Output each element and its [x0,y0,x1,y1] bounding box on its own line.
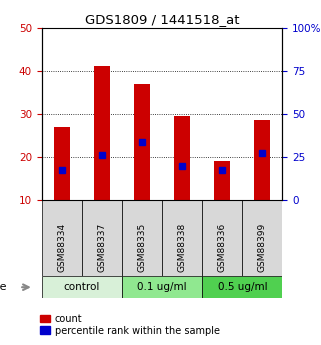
Bar [122,200,162,276]
Text: dose: dose [0,282,6,292]
Bar [94,66,110,200]
Text: control: control [64,282,100,292]
Text: 0.1 ug/ml: 0.1 ug/ml [137,282,187,292]
Bar [42,276,122,298]
Bar [82,200,122,276]
Bar [122,276,202,298]
Text: 0.5 ug/ml: 0.5 ug/ml [218,282,267,292]
Text: GSM88335: GSM88335 [137,223,147,272]
Bar [54,127,70,200]
Legend: count, percentile rank within the sample: count, percentile rank within the sample [40,314,220,336]
Bar [254,120,270,200]
Text: GSM88337: GSM88337 [97,223,107,272]
Bar [242,200,282,276]
Bar [202,276,282,298]
Text: GSM88334: GSM88334 [57,223,66,272]
Text: GSM88336: GSM88336 [218,223,227,272]
Bar [162,200,202,276]
Text: GSM88399: GSM88399 [258,223,267,272]
Title: GDS1809 / 1441518_at: GDS1809 / 1441518_at [85,13,239,27]
Bar [42,200,82,276]
Bar [174,116,190,200]
Bar [134,83,150,200]
Bar [202,200,242,276]
Bar [214,161,230,200]
Text: GSM88338: GSM88338 [178,223,187,272]
